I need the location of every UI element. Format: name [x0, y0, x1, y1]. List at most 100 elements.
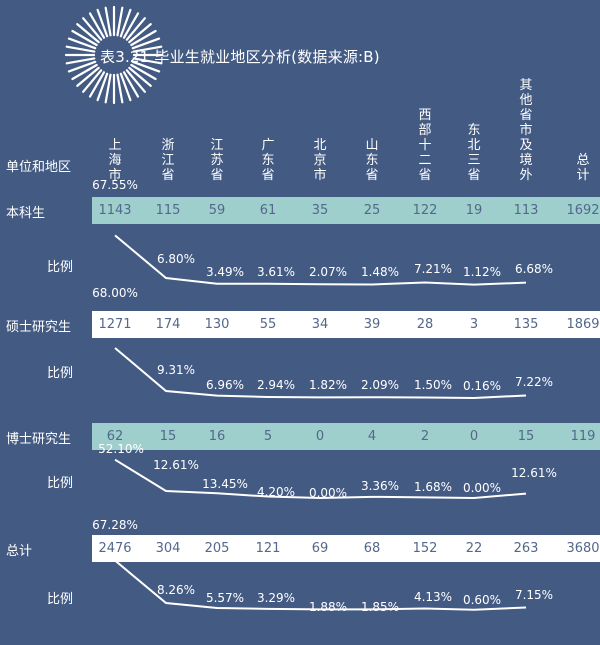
table-cell: 55: [259, 317, 277, 332]
ratio-label: 比例: [47, 592, 74, 607]
row-band: [92, 311, 600, 338]
ratio-data-label: 2.94%: [256, 377, 296, 392]
table-cell: 1869: [566, 317, 600, 332]
row-label: 硕士研究生: [6, 320, 72, 335]
chart-title: 表3.21 毕业生就业地区分析(数据来源:B): [100, 48, 380, 66]
table-cell: 19: [465, 203, 483, 218]
ratio-data-label: 1.88%: [308, 600, 348, 615]
table-cell: 263: [513, 541, 539, 556]
ratio-data-label: 1.12%: [462, 264, 502, 279]
column-header: 总 计: [576, 153, 590, 183]
ratio-data-label: 2.07%: [308, 265, 348, 280]
ratio-series-line: [114, 234, 527, 286]
ratio-data-label: 67.28%: [92, 517, 138, 532]
table-cell: 28: [416, 317, 434, 332]
table-cell: 16: [208, 429, 226, 444]
table-cell: 59: [208, 203, 226, 218]
ratio-data-label: 4.20%: [256, 484, 296, 499]
table-cell: 69: [311, 541, 329, 556]
sunburst-logo-icon: [64, 5, 164, 105]
table-cell: 34: [311, 317, 329, 332]
table-cell: 1143: [98, 203, 132, 218]
row-band: [92, 535, 600, 562]
ratio-data-label: 6.68%: [514, 261, 554, 276]
column-header: 北 京 市: [313, 138, 327, 183]
table-cell: 130: [204, 317, 230, 332]
table-cell: 1271: [98, 317, 132, 332]
table-cell: 35: [311, 203, 329, 218]
ratio-data-label: 68.00%: [92, 286, 138, 300]
table-cell: 152: [412, 541, 438, 556]
table-cell: 62: [106, 429, 124, 444]
ratio-data-label: 7.22%: [514, 375, 554, 390]
table-cell: 5: [263, 429, 273, 444]
ratio-data-label: 0.60%: [462, 592, 502, 607]
ratio-data-label: 0.00%: [462, 481, 502, 495]
row-band: [92, 423, 600, 450]
table-cell: 0: [469, 429, 479, 444]
ratio-series-line: [114, 347, 527, 399]
ratio-label: 比例: [47, 476, 74, 491]
ratio-data-label: 1.48%: [360, 265, 400, 280]
ratio-data-label: 8.26%: [156, 583, 196, 597]
table-cell: 68: [363, 541, 381, 556]
table-cell: 115: [155, 203, 181, 218]
ratio-data-label: 1.85%: [360, 600, 400, 615]
ratio-data-label: 3.29%: [256, 590, 296, 605]
table-cell: 122: [412, 203, 438, 218]
row-band: [92, 197, 600, 224]
ratio-data-label: 12.61%: [511, 465, 557, 480]
ratio-data-label: 4.13%: [413, 589, 453, 604]
column-header: 广 东 省: [261, 138, 275, 183]
table-cell: 4: [367, 429, 377, 444]
column-header: 东 北 三 省: [467, 123, 481, 183]
column-header: 西 部 十 二 省: [418, 108, 432, 183]
ratio-label: 比例: [47, 260, 74, 275]
table-cell: 2476: [98, 541, 132, 556]
ratio-data-label: 67.55%: [92, 178, 138, 193]
ratio-data-label: 13.45%: [202, 477, 248, 492]
ratio-data-label: 6.96%: [205, 377, 245, 392]
table-cell: 15: [517, 429, 535, 444]
table-cell: 22: [465, 541, 483, 556]
row-label: 总计: [6, 544, 33, 559]
ratio-data-label: 52.10%: [98, 441, 144, 456]
ratio-data-label: 3.49%: [205, 264, 245, 279]
ratio-data-label: 1.82%: [308, 378, 348, 393]
table-cell: 135: [513, 317, 539, 332]
ratio-data-label: 7.15%: [514, 588, 554, 603]
ratio-data-label: 2.09%: [360, 378, 400, 393]
ratio-data-label: 1.68%: [413, 480, 453, 495]
column-header: 江 苏 省: [210, 138, 224, 183]
ratio-series-line: [114, 559, 527, 611]
ratio-data-label: 6.80%: [156, 252, 196, 266]
table-cell: 2: [420, 429, 430, 444]
table-cell: 3680: [566, 541, 600, 556]
table-cell: 121: [255, 541, 281, 556]
ratio-data-label: 3.36%: [360, 478, 400, 493]
ratio-data-label: 0.00%: [308, 486, 348, 500]
table-cell: 3: [469, 317, 479, 332]
ratio-data-label: 3.61%: [256, 264, 296, 279]
row-label: 本科生: [6, 206, 46, 221]
table-cell: 304: [155, 541, 181, 556]
table-cell: 0: [315, 429, 325, 444]
table-cell: 174: [155, 317, 181, 332]
column-header: 上 海 市: [108, 138, 122, 183]
ratio-data-label: 5.57%: [205, 591, 245, 606]
table-cell: 205: [204, 541, 230, 556]
table-cell: 25: [363, 203, 381, 218]
ratio-label: 比例: [47, 366, 74, 381]
ratio-data-label: 7.21%: [413, 262, 453, 277]
ratio-series-line: [114, 458, 527, 500]
table-cell: 15: [159, 429, 177, 444]
table-cell: 1692: [566, 203, 600, 218]
ratio-data-label: 12.61%: [153, 458, 199, 472]
table-cell: 39: [363, 317, 381, 332]
header-label: 单位和地区: [6, 160, 72, 175]
ratio-data-label: 9.31%: [156, 363, 196, 377]
column-header: 山 东 省: [365, 138, 379, 183]
column-header: 其 他 省 市 及 境 外: [519, 78, 533, 183]
table-cell: 119: [570, 429, 596, 444]
